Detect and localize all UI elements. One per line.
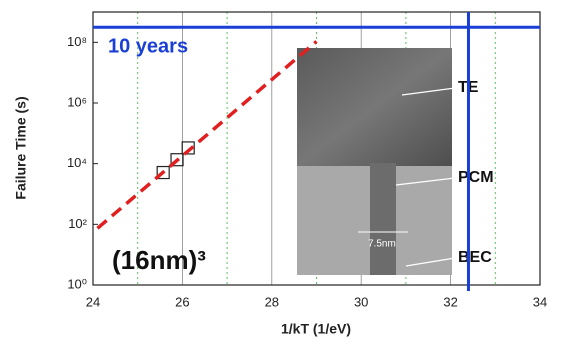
- y-tick-label: 10⁶: [67, 94, 87, 109]
- y-tick-label: 10⁰: [67, 276, 87, 291]
- x-tick-label: 34: [533, 294, 547, 309]
- y-tick-label: 10²: [68, 216, 87, 231]
- fit-line: [97, 41, 316, 228]
- x-tick-label: 28: [265, 294, 279, 309]
- x-axis-label: 1/kT (1/eV): [281, 321, 351, 337]
- y-tick-label: 10⁴: [67, 155, 87, 170]
- x-tick-label: 24: [86, 294, 100, 309]
- x-tick-label: 32: [443, 294, 457, 309]
- inset-label: BEC: [458, 249, 492, 266]
- inset-scale-label: 7.5nm: [368, 239, 396, 250]
- chart: Failure Time (s) 1/kT (1/eV) 24 26 28 30 32 3…: [0, 0, 562, 348]
- y-axis-label: Failure Time (s): [13, 96, 29, 199]
- inset-label: PCM: [458, 169, 494, 186]
- inset-image: TEPCMBEC7.5nm: [297, 48, 494, 275]
- inset-top: [297, 48, 452, 166]
- annotation: (16nm)³: [112, 245, 206, 275]
- y-tick-label: 10⁸: [67, 34, 87, 49]
- x-tick-label: 30: [354, 294, 368, 309]
- x-tick-label: 26: [175, 294, 189, 309]
- annotation: 10 years: [108, 35, 188, 57]
- inset-pcm: [370, 163, 396, 275]
